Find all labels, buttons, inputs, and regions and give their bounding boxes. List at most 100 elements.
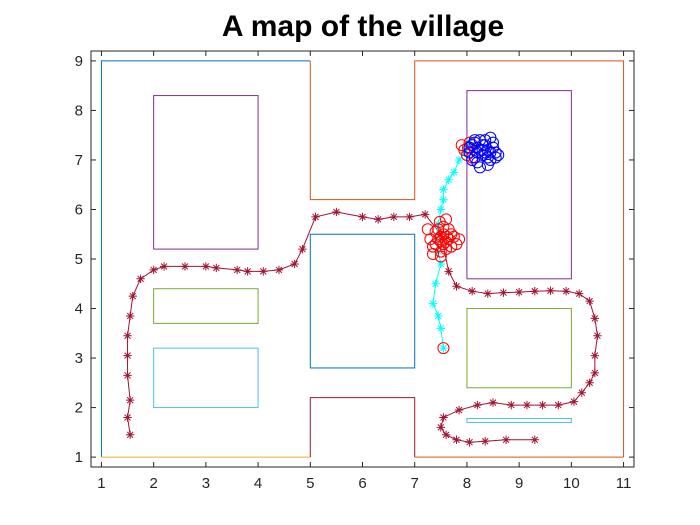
data-point [434, 311, 443, 321]
data-point [373, 215, 383, 224]
series-3 [463, 131, 505, 174]
data-point [507, 400, 516, 410]
data-point [488, 398, 498, 407]
data-point [480, 437, 490, 446]
series-2 [421, 136, 479, 355]
data-point [201, 262, 211, 271]
data-point [123, 331, 132, 340]
x-tick-label: 3 [202, 475, 210, 492]
data-point [514, 287, 524, 297]
data-point [436, 205, 446, 214]
data-point [530, 435, 539, 444]
data-point [569, 397, 579, 406]
data-point [420, 210, 430, 219]
data-point [421, 223, 434, 236]
x-tick-label: 7 [411, 475, 419, 492]
data-point [426, 248, 439, 261]
building-1 [153, 288, 259, 324]
data-point [180, 262, 190, 271]
path-series [123, 131, 602, 447]
data-point [481, 158, 494, 171]
wall-segment-0 [100, 60, 311, 458]
data-point [441, 230, 454, 243]
data-point [449, 168, 459, 177]
data-point [405, 212, 414, 222]
data-point [483, 289, 493, 298]
data-point [389, 212, 399, 222]
data-point [149, 265, 158, 275]
y-tick-label: 9 [75, 53, 83, 70]
data-point [577, 388, 586, 397]
y-tick-label: 8 [75, 102, 83, 119]
data-point [298, 244, 307, 254]
data-point [433, 215, 446, 228]
data-point [159, 262, 169, 271]
chart-title: A map of the village [222, 10, 504, 43]
data-point [484, 146, 497, 159]
data-point [465, 438, 474, 447]
x-tick-label: 9 [515, 475, 523, 492]
data-point [437, 342, 450, 355]
y-tick-label: 5 [75, 251, 83, 268]
data-point [473, 400, 482, 410]
data-point [454, 405, 464, 415]
y-tick-label: 6 [75, 201, 83, 218]
data-point [434, 245, 447, 258]
data-point [212, 263, 221, 273]
data-point [290, 259, 299, 269]
data-point [125, 311, 135, 321]
x-tick-label: 2 [149, 475, 157, 492]
data-point [123, 413, 132, 422]
data-point [593, 331, 602, 340]
data-point [429, 225, 442, 238]
data-point [538, 400, 547, 410]
data-point [463, 141, 476, 154]
x-tick-label: 10 [563, 475, 580, 492]
wall-segment-3 [309, 397, 416, 458]
y-tick-label: 4 [75, 301, 83, 318]
x-tick-label: 5 [306, 475, 314, 492]
data-point [574, 289, 584, 298]
building-0 [153, 95, 259, 250]
data-point [259, 267, 268, 276]
data-point [431, 279, 440, 288]
data-point [428, 299, 438, 308]
data-point [440, 213, 453, 226]
data-point [311, 212, 320, 222]
data-point [445, 240, 458, 253]
x-tick-label: 6 [358, 475, 366, 492]
data-point [561, 286, 571, 296]
data-point [444, 175, 453, 184]
data-point [358, 212, 367, 222]
wall-segment-1 [309, 60, 625, 458]
data-point [274, 265, 284, 275]
data-point [243, 267, 252, 276]
village-buildings [153, 90, 572, 423]
data-point [436, 259, 446, 269]
data-point [232, 265, 242, 275]
data-point [128, 291, 137, 301]
series-0 [123, 207, 602, 447]
data-point [479, 146, 492, 159]
village-walls [100, 60, 625, 458]
data-point [439, 343, 448, 353]
data-point [590, 351, 600, 360]
y-tick-label: 3 [75, 350, 83, 367]
data-point [492, 149, 505, 161]
data-point [125, 430, 135, 440]
y-tick-label: 2 [75, 400, 83, 417]
data-point [585, 296, 594, 306]
data-point [452, 282, 461, 291]
building-3 [309, 233, 416, 369]
data-point [436, 324, 446, 333]
data-point [466, 153, 479, 166]
data-point [437, 238, 450, 251]
x-tick-label: 1 [97, 475, 105, 492]
data-point [136, 274, 145, 284]
building-6 [466, 417, 572, 423]
data-point [499, 288, 508, 297]
data-point [332, 207, 341, 217]
data-point [441, 430, 451, 440]
data-point [125, 395, 135, 405]
